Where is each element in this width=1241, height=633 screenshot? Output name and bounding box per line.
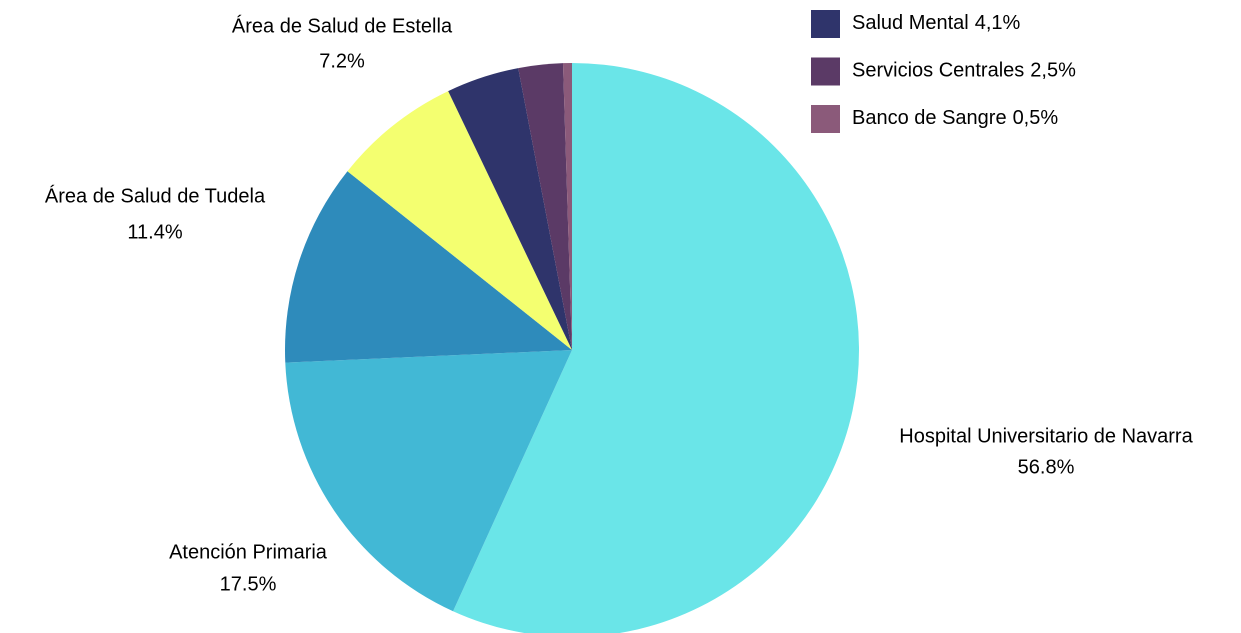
slice-label: Hospital Universitario de Navarra <box>899 425 1193 447</box>
pie-slice <box>448 68 572 350</box>
pie-slice <box>562 63 572 350</box>
legend-value: 2,5% <box>1030 60 1076 82</box>
pie-slice <box>285 171 572 363</box>
legend-value: 4,1% <box>975 12 1021 34</box>
pie-slice <box>347 91 572 350</box>
legend-label: Salud Mental <box>852 12 969 34</box>
legend-swatch <box>811 57 840 86</box>
legend-swatch <box>811 105 840 133</box>
pie-slice <box>453 63 859 633</box>
legend-label: Servicios Centrales <box>852 60 1024 82</box>
slice-label: Área de Salud de Estella <box>232 14 453 37</box>
legend-value: 0,5% <box>1013 107 1059 129</box>
slice-value-label: 11.4% <box>127 221 182 243</box>
legend-label: Banco de Sangre <box>852 107 1007 129</box>
slice-value-label: 7.2% <box>319 50 365 72</box>
slice-value-label: 56.8% <box>1018 456 1075 478</box>
legend-entry: Servicios Centrales 2,5% <box>852 60 1076 82</box>
slice-label: Área de Salud de Tudela <box>45 184 266 207</box>
slice-value-label: 17.5% <box>220 573 277 595</box>
legend-swatch <box>811 10 840 38</box>
pie-slice <box>285 350 572 612</box>
legend-entry: Banco de Sangre 0,5% <box>852 107 1058 129</box>
slice-label: Atención Primaria <box>169 541 328 563</box>
legend-entry: Salud Mental 4,1% <box>852 12 1021 34</box>
pie-slice <box>518 63 572 351</box>
